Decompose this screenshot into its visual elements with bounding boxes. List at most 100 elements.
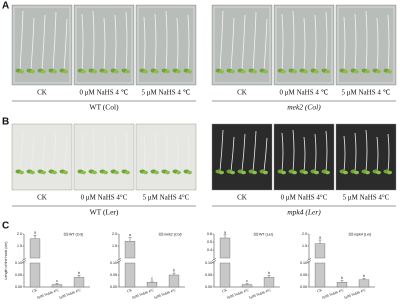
- seedling-leaf: [19, 170, 24, 175]
- condition-label: 5 μM NaHS 4°C: [343, 194, 390, 202]
- seedling-leaf: [241, 69, 246, 74]
- seedling-leaf: [154, 69, 159, 74]
- seedling-leaf: [252, 170, 257, 175]
- seedling-leaf: [30, 69, 35, 74]
- seedling-stem: [252, 130, 257, 172]
- genotype-label: WT (Col): [89, 103, 119, 112]
- significance-letter: a: [224, 230, 226, 234]
- seedling-leaf: [219, 69, 224, 74]
- condition-label: 5 μM NaHS 4 ℃: [342, 89, 391, 97]
- photo: [335, 123, 397, 191]
- x-tick-label: 5μM NaHS 4°C: [249, 288, 273, 300]
- seedling-stem: [263, 18, 268, 71]
- seedling-leaf: [143, 69, 148, 74]
- seedling-stem: [19, 129, 24, 172]
- y-tick-label: 0.05: [15, 273, 22, 277]
- legend-label: mpk4 (Ler): [354, 232, 371, 236]
- seedling-leaf: [103, 69, 108, 74]
- seedling-leaf: [343, 170, 348, 175]
- seedling-stem: [30, 17, 35, 71]
- bar-upper: [219, 237, 231, 259]
- seedling-stem: [325, 11, 328, 71]
- significance-letter: b: [173, 269, 175, 273]
- significance-letter: a: [34, 231, 36, 235]
- seedling-leaf: [303, 170, 308, 175]
- significance-letter: c: [246, 279, 248, 283]
- plate-edge: [13, 6, 71, 84]
- seedling-stem: [41, 133, 46, 172]
- seedling-stem: [154, 132, 157, 172]
- y-tick-label: 0.05: [300, 273, 307, 277]
- legend-label: WT (Col): [69, 232, 83, 236]
- seedling-leaf: [176, 170, 181, 175]
- y-tick-label: 0.00: [300, 285, 307, 289]
- y-tick-label: 0.05: [205, 273, 212, 277]
- seedling-leaf: [81, 69, 86, 74]
- seedling-leaf: [343, 69, 348, 74]
- seedling-stem: [81, 132, 84, 172]
- seedling-stem: [92, 129, 95, 172]
- error-bar: [267, 275, 271, 278]
- condition-label: CK: [237, 89, 247, 97]
- seedling-stem: [143, 135, 146, 172]
- genotype-label: WT (Ler): [90, 208, 119, 217]
- plate-edge: [275, 6, 333, 84]
- y-tick-label: 0.10: [15, 261, 22, 265]
- seedling-leaf: [41, 170, 46, 175]
- y-tick-label: 1.5: [17, 244, 22, 248]
- error-bar: [223, 234, 227, 238]
- seedling-stem: [314, 133, 317, 172]
- condition-label: 0 μM NaHS 4 ℃: [80, 89, 129, 97]
- significance-letter: c: [56, 279, 58, 283]
- seedling-stem: [114, 14, 117, 71]
- seedling-stem: [343, 135, 346, 172]
- seedling-leaf: [30, 170, 35, 175]
- seedling-leaf: [292, 170, 297, 175]
- photo: [273, 123, 335, 191]
- seedling-stem: [387, 133, 390, 172]
- seedling-stem: [125, 11, 128, 71]
- seedling-stem: [281, 132, 284, 172]
- bar: [73, 277, 85, 288]
- seedling-leaf: [314, 69, 319, 74]
- x-tick-label: 5μM NaHS 4°C: [59, 288, 83, 300]
- seedling-leaf: [252, 69, 257, 74]
- seedling-leaf: [325, 69, 330, 74]
- axis-break: [211, 258, 217, 263]
- plate-edge: [337, 6, 395, 84]
- y-tick-label: 0.10: [110, 261, 117, 265]
- condition-label: CK: [37, 194, 47, 202]
- seedling-leaf: [154, 170, 159, 175]
- seedling-leaf: [241, 170, 246, 175]
- seedling-leaf: [176, 69, 181, 74]
- seedling-leaf: [281, 170, 286, 175]
- seedling-leaf: [387, 170, 392, 175]
- seedling-stem: [52, 130, 57, 172]
- photo: [73, 123, 135, 191]
- seedling-stem: [81, 13, 84, 71]
- condition-label: 5 μM NaHS 4°C: [143, 194, 190, 202]
- seedling-leaf: [187, 170, 192, 175]
- y-tick-label: 0.10: [300, 261, 307, 265]
- x-tick-label: CK: [317, 288, 323, 294]
- seedling-stem: [41, 14, 46, 71]
- condition-label: 5 μM NaHS 4 ℃: [142, 89, 191, 97]
- seedling-leaf: [125, 170, 130, 175]
- x-tick-label: 5μM NaHS 4°C: [344, 288, 368, 300]
- bar: [336, 282, 348, 288]
- seedling-leaf: [376, 69, 381, 74]
- photo: [135, 123, 197, 191]
- photo: [211, 123, 273, 191]
- y-axis-label: Length of the hook (cm): [4, 242, 8, 280]
- error-bar: [340, 280, 344, 283]
- condition-label: 0 μM NaHS 4 ℃: [280, 89, 329, 97]
- seedling-stem: [143, 16, 146, 71]
- seedling-stem: [292, 10, 295, 71]
- seedling-stem: [114, 133, 117, 172]
- seedling-leaf: [114, 69, 119, 74]
- seedling-stem: [303, 17, 306, 71]
- seedling-leaf: [230, 69, 235, 74]
- seedling-stem: [19, 10, 24, 71]
- y-tick-label: 0.00: [15, 285, 22, 289]
- axis-break: [306, 258, 312, 263]
